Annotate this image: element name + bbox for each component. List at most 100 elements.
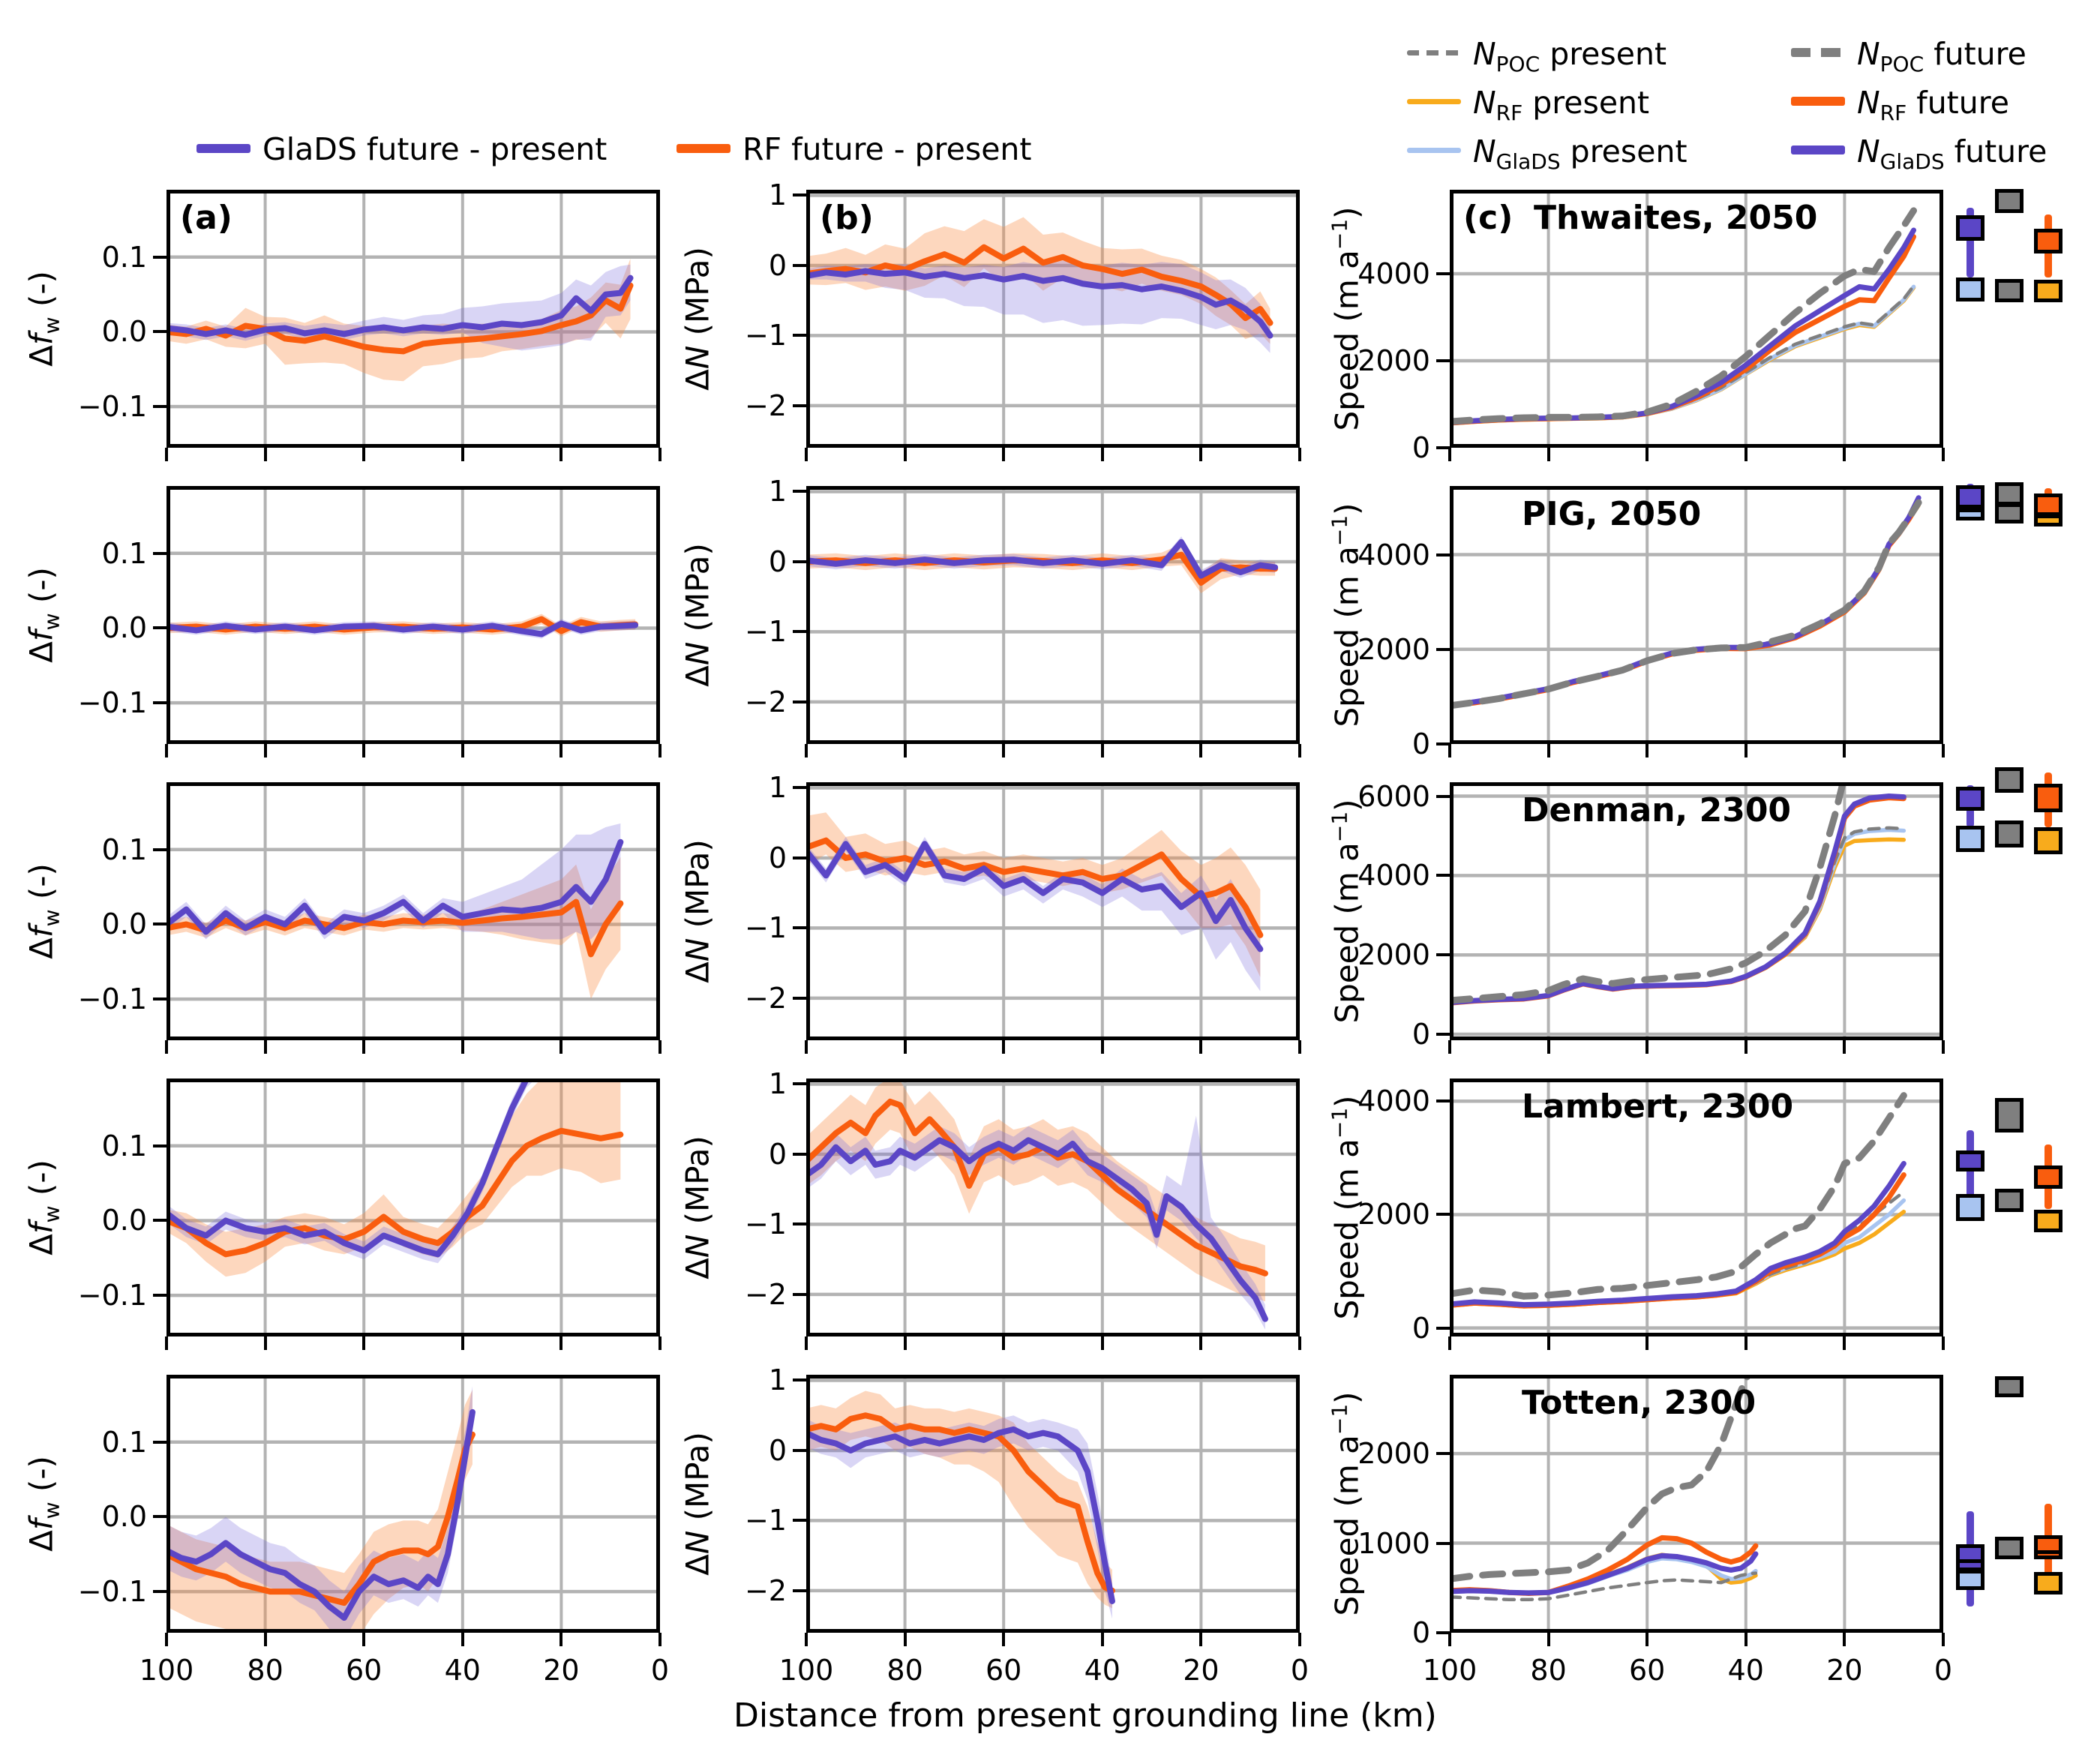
- band-band_rf-pig-dn: [806, 544, 1276, 594]
- x-tick: [1199, 1633, 1203, 1646]
- x-tick: [1744, 744, 1748, 758]
- x-tick: [1942, 448, 1945, 461]
- y-tick: [1436, 1326, 1450, 1330]
- panel-letter-thwaites-dfw: (a): [180, 199, 232, 237]
- y-tick: [793, 1448, 806, 1452]
- x-tick-label: 60: [1629, 1654, 1666, 1687]
- y-tick-label: 2000: [1358, 938, 1430, 972]
- series-glads_f-lambert-speed: [1450, 1160, 1906, 1308]
- y-tick-label: 0.1: [101, 1425, 147, 1459]
- x-tick: [560, 448, 563, 461]
- x-tick-label: 100: [1422, 1654, 1478, 1687]
- x-tick: [1546, 1336, 1550, 1350]
- boxplot-box-glads_f-lambert-speed: [1956, 1150, 1984, 1172]
- legend-swatch-rf-future: [1791, 97, 1845, 106]
- panel-letter-thwaites-dn: (b): [820, 199, 874, 237]
- series-rf-thwaites-dfw: [166, 282, 634, 355]
- y-axis-label-a-row3: Δfw (-): [22, 863, 64, 959]
- x-tick: [1546, 1040, 1550, 1054]
- series-rf-totten-dn: [806, 1412, 1115, 1594]
- legend-label-glads-future: NGlaDS future: [1857, 134, 2048, 175]
- x-tick: [1546, 1633, 1550, 1646]
- x-tick: [903, 744, 907, 758]
- y-tick-label: −1: [744, 615, 787, 649]
- y-tick: [153, 1440, 166, 1444]
- y-tick-label: 2000: [1358, 1198, 1430, 1232]
- x-tick: [805, 448, 808, 461]
- y-tick-label: 0: [1412, 1018, 1430, 1052]
- x-tick: [362, 744, 366, 758]
- y-tick-label: 0: [1412, 431, 1430, 464]
- y-tick: [153, 701, 166, 705]
- boxplot-box-poc_f-pig-speed: [1995, 482, 2024, 506]
- x-tick-label: 80: [1530, 1654, 1567, 1687]
- y-axis-label-c-row1: Speed (m a−1): [1327, 206, 1366, 431]
- x-tick: [1100, 744, 1104, 758]
- x-tick: [1843, 744, 1846, 758]
- x-tick: [1646, 448, 1649, 461]
- band-band_rf-lambert-dn: [806, 1078, 1265, 1302]
- boxplot-box-rf_p-denman-speed: [2034, 827, 2062, 855]
- x-tick: [362, 1040, 366, 1054]
- y-tick-label: 4000: [1358, 1084, 1430, 1118]
- y-tick: [793, 490, 806, 494]
- x-tick: [362, 1633, 366, 1646]
- x-tick: [805, 1336, 808, 1350]
- y-tick-label: −0.1: [77, 1279, 147, 1312]
- x-tick-label: 80: [247, 1654, 284, 1687]
- y-tick-label: 1: [768, 178, 787, 212]
- boxplot-box-poc_f-thwaites-speed: [1995, 188, 2024, 214]
- y-tick-label: 1: [768, 475, 787, 508]
- boxplot-box-poc_f-totten-speed: [1995, 1376, 2024, 1397]
- y-axis-label-c-row4: Speed (m a−1): [1327, 1095, 1366, 1320]
- y-axis-label-a-row2: Δfw (-): [22, 567, 64, 663]
- x-tick: [1448, 1040, 1451, 1054]
- boxplot-box-rf_f-denman-speed: [2034, 783, 2062, 812]
- series-poc_f-totten-speed: [1450, 1375, 1752, 1582]
- y-tick-label: −2: [744, 685, 787, 718]
- x-tick: [1646, 1040, 1649, 1054]
- x-tick: [1298, 1040, 1301, 1054]
- x-tick: [1199, 744, 1203, 758]
- y-tick-label: 0: [768, 544, 787, 578]
- series-rf-thwaites-dn: [806, 244, 1274, 326]
- y-tick-label: 6000: [1358, 779, 1430, 813]
- x-tick: [1298, 744, 1301, 758]
- x-tick: [1002, 448, 1006, 461]
- legend-swatch-poc-future: [1791, 48, 1845, 57]
- y-axis-label-c-row5: Speed (m a−1): [1327, 1391, 1366, 1616]
- y-tick: [1436, 1100, 1450, 1103]
- y-tick: [1436, 1033, 1450, 1036]
- x-tick: [362, 448, 366, 461]
- x-tick: [903, 1336, 907, 1350]
- y-tick-label: 4000: [1358, 538, 1430, 572]
- y-tick: [793, 560, 806, 563]
- y-tick-label: 1: [768, 771, 787, 805]
- x-tick-label: 60: [986, 1654, 1022, 1687]
- y-tick-label: 0: [768, 1433, 787, 1467]
- boxplot-box-poc_p-lambert-speed: [1995, 1188, 2024, 1213]
- boxplot-box-rf_f-thwaites-speed: [2034, 228, 2062, 254]
- x-tick: [1546, 448, 1550, 461]
- y-tick-label: −1: [744, 1208, 787, 1241]
- x-tick: [1843, 1336, 1846, 1350]
- y-tick-label: −2: [744, 1574, 787, 1607]
- band-band_glads-totten-dfw: [166, 1385, 472, 1633]
- x-tick: [1942, 744, 1945, 758]
- boxplot-box-rf_p-thwaites-speed: [2034, 280, 2062, 303]
- y-tick: [153, 1144, 166, 1148]
- y-tick: [153, 848, 166, 851]
- band-band_rf-denman-dfw: [166, 856, 621, 1000]
- glads-diff-legend-swatch: [196, 144, 250, 153]
- panel-denman-dfw: [166, 782, 660, 1040]
- rf-diff-legend-label: RF future - present: [742, 131, 1032, 167]
- x-tick: [658, 1633, 662, 1646]
- y-tick: [1436, 446, 1450, 449]
- x-tick-label: 0: [1934, 1654, 1953, 1687]
- panel-title-lambert-speed: Lambert, 2300: [1522, 1088, 1794, 1126]
- boxplot-box-glads_p-thwaites-speed: [1956, 278, 1984, 302]
- series-poc_p-totten-speed: [1450, 1571, 1758, 1602]
- x-tick: [560, 1336, 563, 1350]
- y-tick: [793, 1292, 806, 1296]
